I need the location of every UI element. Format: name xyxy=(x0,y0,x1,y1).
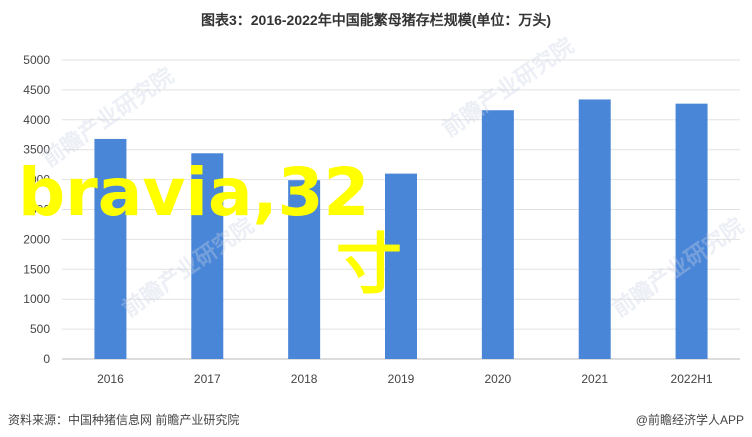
y-tick-label: 2500 xyxy=(23,203,50,217)
x-tick-label: 2022H1 xyxy=(671,372,713,386)
overlay-line-2: 寸 xyxy=(336,226,402,303)
y-tick-label: 0 xyxy=(43,352,50,366)
overlay-text: bravia,32 寸 xyxy=(18,160,418,310)
bar-2022H1 xyxy=(675,103,708,360)
y-tick-label: 4500 xyxy=(23,83,50,97)
y-tick-label: 1500 xyxy=(23,262,50,276)
bar-2020 xyxy=(481,110,514,360)
y-tick-label: 2000 xyxy=(23,232,50,246)
x-tick-label: 2016 xyxy=(97,372,124,386)
x-tick-label: 2019 xyxy=(388,372,415,386)
y-tick-label: 4000 xyxy=(23,113,50,127)
bar-2021 xyxy=(578,99,611,359)
bar-2018 xyxy=(288,180,321,359)
chart-title: 图表3：2016-2022年中国能繁母猪存栏规模(单位：万头) xyxy=(200,12,552,28)
bar-2016 xyxy=(94,138,127,359)
source-note: 资料来源：中国种猪信息网 前瞻产业研究院 xyxy=(8,413,240,427)
x-tick-label: 2018 xyxy=(291,372,318,386)
y-tick-label: 3000 xyxy=(23,173,50,187)
y-tick-label: 500 xyxy=(30,322,50,336)
x-tick-label: 2017 xyxy=(194,372,221,386)
bar-2017 xyxy=(191,153,224,359)
y-tick-label: 1000 xyxy=(23,292,50,306)
brand-label: @前瞻经济学人APP xyxy=(635,413,744,427)
y-tick-label: 3500 xyxy=(23,143,50,157)
x-tick-label: 2021 xyxy=(581,372,608,386)
overlay-line-1: bravia,32 xyxy=(18,154,370,231)
y-tick-label: 5000 xyxy=(23,53,50,67)
bar-2019 xyxy=(385,173,417,359)
x-tick-label: 2020 xyxy=(485,372,512,386)
